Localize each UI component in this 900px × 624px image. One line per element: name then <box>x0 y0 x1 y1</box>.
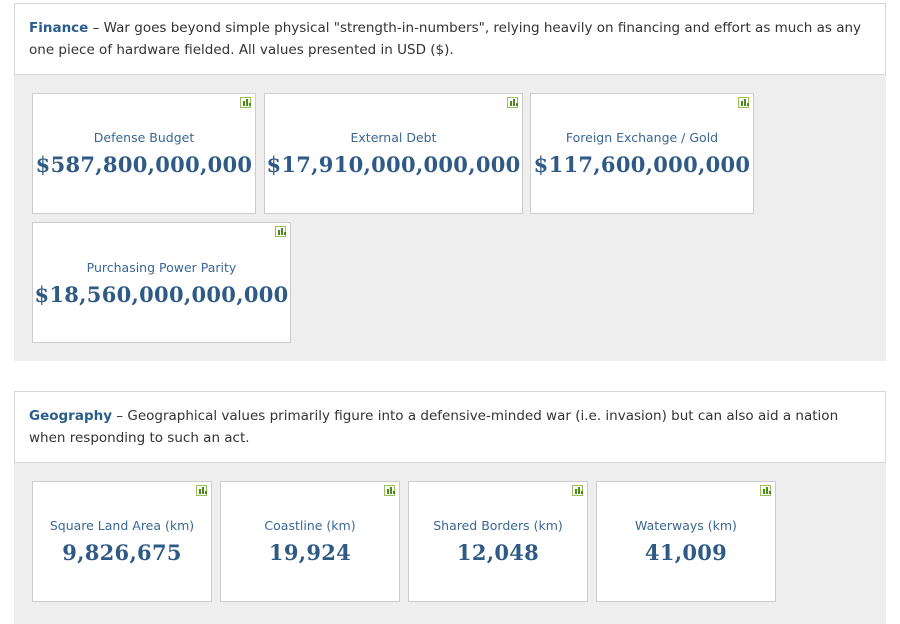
finance-description: – War goes beyond simple physical "stren… <box>29 20 862 58</box>
card-value: $18,560,000,000,000 <box>34 282 289 307</box>
card-value: $587,800,000,000 <box>35 152 253 177</box>
card-value: 19,924 <box>268 540 352 565</box>
card-value: $17,910,000,000,000 <box>266 152 521 177</box>
geography-panel: Square Land Area (km) 9,826,675 Coastlin… <box>14 463 886 624</box>
finance-title: Finance <box>29 20 89 36</box>
card-value: 41,009 <box>644 540 728 565</box>
shared-borders-card[interactable]: Shared Borders (km) 12,048 <box>408 481 588 602</box>
bar-chart-icon[interactable] <box>507 97 518 108</box>
bar-chart-icon[interactable] <box>738 97 749 108</box>
geography-description: – Geographical values primarily figure i… <box>29 408 839 446</box>
bar-chart-icon[interactable] <box>240 97 251 108</box>
waterways-card[interactable]: Waterways (km) 41,009 <box>596 481 776 602</box>
coastline-card[interactable]: Coastline (km) 19,924 <box>220 481 400 602</box>
card-label: Square Land Area (km) <box>49 518 195 533</box>
card-label: Coastline (km) <box>264 518 356 533</box>
bar-chart-icon[interactable] <box>760 485 771 496</box>
card-label: Foreign Exchange / Gold <box>565 130 719 145</box>
card-label: External Debt <box>350 130 437 145</box>
card-value: $117,600,000,000 <box>533 152 751 177</box>
card-label: Waterways (km) <box>635 518 737 533</box>
geography-section-header: Geography – Geographical values primaril… <box>14 391 886 463</box>
card-label: Purchasing Power Parity <box>86 260 237 275</box>
finance-panel: Defense Budget $587,800,000,000 External… <box>14 75 886 361</box>
card-label: Defense Budget <box>93 130 195 145</box>
bar-chart-icon[interactable] <box>384 485 395 496</box>
card-value: 9,826,675 <box>62 540 182 565</box>
card-label: Shared Borders (km) <box>433 518 563 533</box>
bar-chart-icon[interactable] <box>572 485 583 496</box>
foreign-exchange-card[interactable]: Foreign Exchange / Gold $117,600,000,000 <box>530 93 754 214</box>
purchasing-power-parity-card[interactable]: Purchasing Power Parity $18,560,000,000,… <box>32 222 291 343</box>
card-value: 12,048 <box>456 540 540 565</box>
defense-budget-card[interactable]: Defense Budget $587,800,000,000 <box>32 93 256 214</box>
bar-chart-icon[interactable] <box>275 226 286 237</box>
bar-chart-icon[interactable] <box>196 485 207 496</box>
finance-section-header: Finance – War goes beyond simple physica… <box>14 3 886 75</box>
land-area-card[interactable]: Square Land Area (km) 9,826,675 <box>32 481 212 602</box>
geography-title: Geography <box>29 408 113 424</box>
external-debt-card[interactable]: External Debt $17,910,000,000,000 <box>264 93 523 214</box>
